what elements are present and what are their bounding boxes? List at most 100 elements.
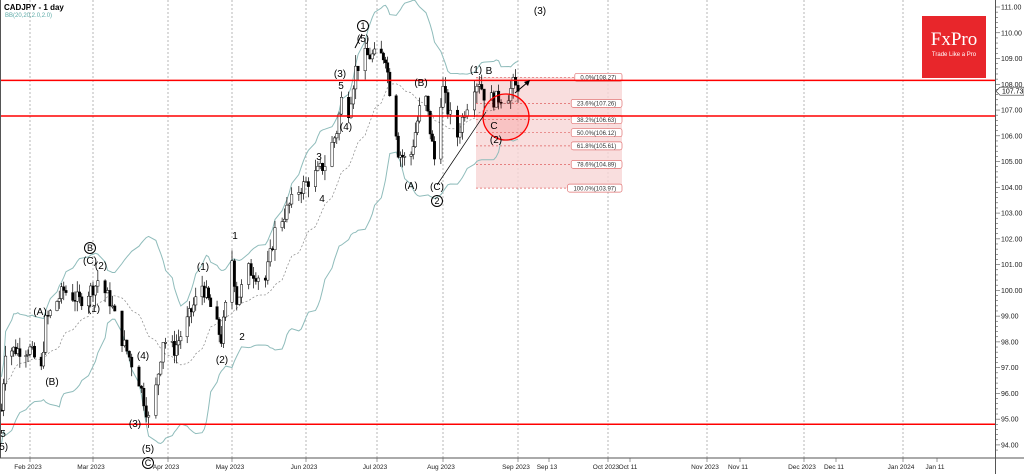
candle-body [28, 346, 32, 355]
candle-body [33, 345, 36, 358]
candle-body [207, 287, 210, 299]
candle-body [318, 163, 322, 167]
x-tick-label: Aug 2023 [427, 464, 455, 471]
wave-label: (5) [356, 34, 370, 45]
fxpro-logo: FxPro Trade Like a Pro [922, 16, 986, 78]
wave-label: 1 [232, 231, 238, 242]
candle-body [139, 385, 143, 389]
x-tick-label: Dec 2023 [788, 464, 816, 471]
y-tick-label: 99.00 [1001, 314, 1019, 321]
wave-label: (C) [430, 182, 444, 193]
fib-level-label: 61.8%(105.61) [577, 144, 616, 150]
candle-body [71, 292, 75, 301]
y-tick-label: 97.00 [1001, 365, 1019, 372]
wave-arrow-line [354, 33, 363, 49]
candle-body [252, 275, 255, 279]
wave-label: 1 [357, 20, 369, 32]
candle-body [96, 280, 100, 287]
fib-level-label: 78.6%(104.89) [577, 163, 616, 169]
wave-label: C [490, 121, 498, 132]
candle-body [159, 361, 163, 375]
highlight-circle [482, 93, 530, 141]
candle-body [42, 351, 45, 367]
candles [0, 37, 520, 428]
y-tick-label: 110.00 [1001, 30, 1022, 37]
candle-body [266, 261, 270, 281]
wave-label: B [84, 242, 96, 254]
candle-body [147, 415, 151, 418]
current-price-label: 107.73 [1002, 89, 1024, 96]
fib-label-box [567, 183, 623, 193]
candle-body [154, 384, 158, 416]
candle-body [48, 310, 52, 316]
candle-body [347, 96, 351, 119]
x-tick-label: May 2023 [216, 464, 245, 471]
candle-body [224, 302, 228, 318]
candle-body [316, 165, 320, 171]
x-tick-label: Dec 11 [824, 464, 844, 471]
candle-body [127, 350, 131, 358]
candle-body [142, 388, 146, 407]
candle-body [335, 133, 339, 139]
x-tick-label: Mar 2023 [77, 464, 105, 471]
candle-body [18, 348, 22, 357]
candle-body [26, 354, 30, 356]
candle-body [480, 84, 484, 90]
candle-body [386, 62, 390, 73]
candle-body [271, 248, 275, 250]
candle-body [302, 181, 306, 194]
candle-body [499, 101, 503, 104]
logo-tagline: Trade Like a Pro [931, 52, 977, 58]
grid-lines [29, 0, 904, 458]
candle-body [55, 301, 59, 311]
candle-body [514, 77, 518, 86]
candle-body [306, 181, 310, 187]
wave-label: (C) [83, 256, 97, 267]
x-tick-label: Jul 2023 [363, 464, 388, 471]
candle-body [247, 263, 251, 285]
chart-title: CADJPY - 1 day [4, 3, 64, 12]
candle-body [511, 77, 515, 89]
candle-body [314, 170, 317, 187]
candle-body [448, 109, 452, 115]
y-tick-label: 103.00 [1001, 211, 1023, 218]
candle-body [446, 92, 450, 115]
candle-body [287, 203, 291, 206]
candle-body [323, 166, 327, 171]
candle-body [24, 355, 28, 357]
candle-body [418, 105, 422, 122]
fib-level-label: 0.0%(108.27) [580, 76, 616, 82]
candle-body [194, 296, 198, 306]
candle-body [230, 260, 234, 303]
bollinger-lower [1, 138, 519, 445]
candle-body [433, 141, 436, 160]
wave-label: (B) [45, 377, 59, 388]
wave-label: 2 [239, 332, 245, 343]
y-tick-label: 106.00 [1001, 133, 1023, 140]
indicator-label: BB(20,20,2.0,2.0) [5, 13, 53, 19]
candle-body [456, 109, 459, 138]
wave-label: 2 [431, 195, 443, 207]
candle-body [439, 106, 443, 160]
candle-body [290, 194, 294, 205]
fib-label-box [570, 98, 623, 108]
candle-body [337, 113, 341, 134]
candle-body [263, 277, 267, 281]
candle-body [460, 116, 464, 133]
candle-body [285, 204, 289, 220]
arrow-head-icon [524, 80, 530, 86]
x-tick-label: Nov 11 [728, 464, 748, 471]
candle-body [430, 133, 434, 142]
candle-body [103, 280, 107, 294]
candle-body [428, 110, 432, 135]
candle-body [280, 221, 284, 228]
candle-body [235, 286, 239, 305]
wave-label: (5) [0, 442, 9, 453]
candle-body [413, 132, 417, 147]
candle-body [516, 84, 520, 92]
candle-body [187, 308, 191, 318]
candle-body [304, 181, 308, 183]
y-tick-label: 100.00 [1001, 288, 1023, 295]
wave-label: (4) [339, 122, 353, 133]
